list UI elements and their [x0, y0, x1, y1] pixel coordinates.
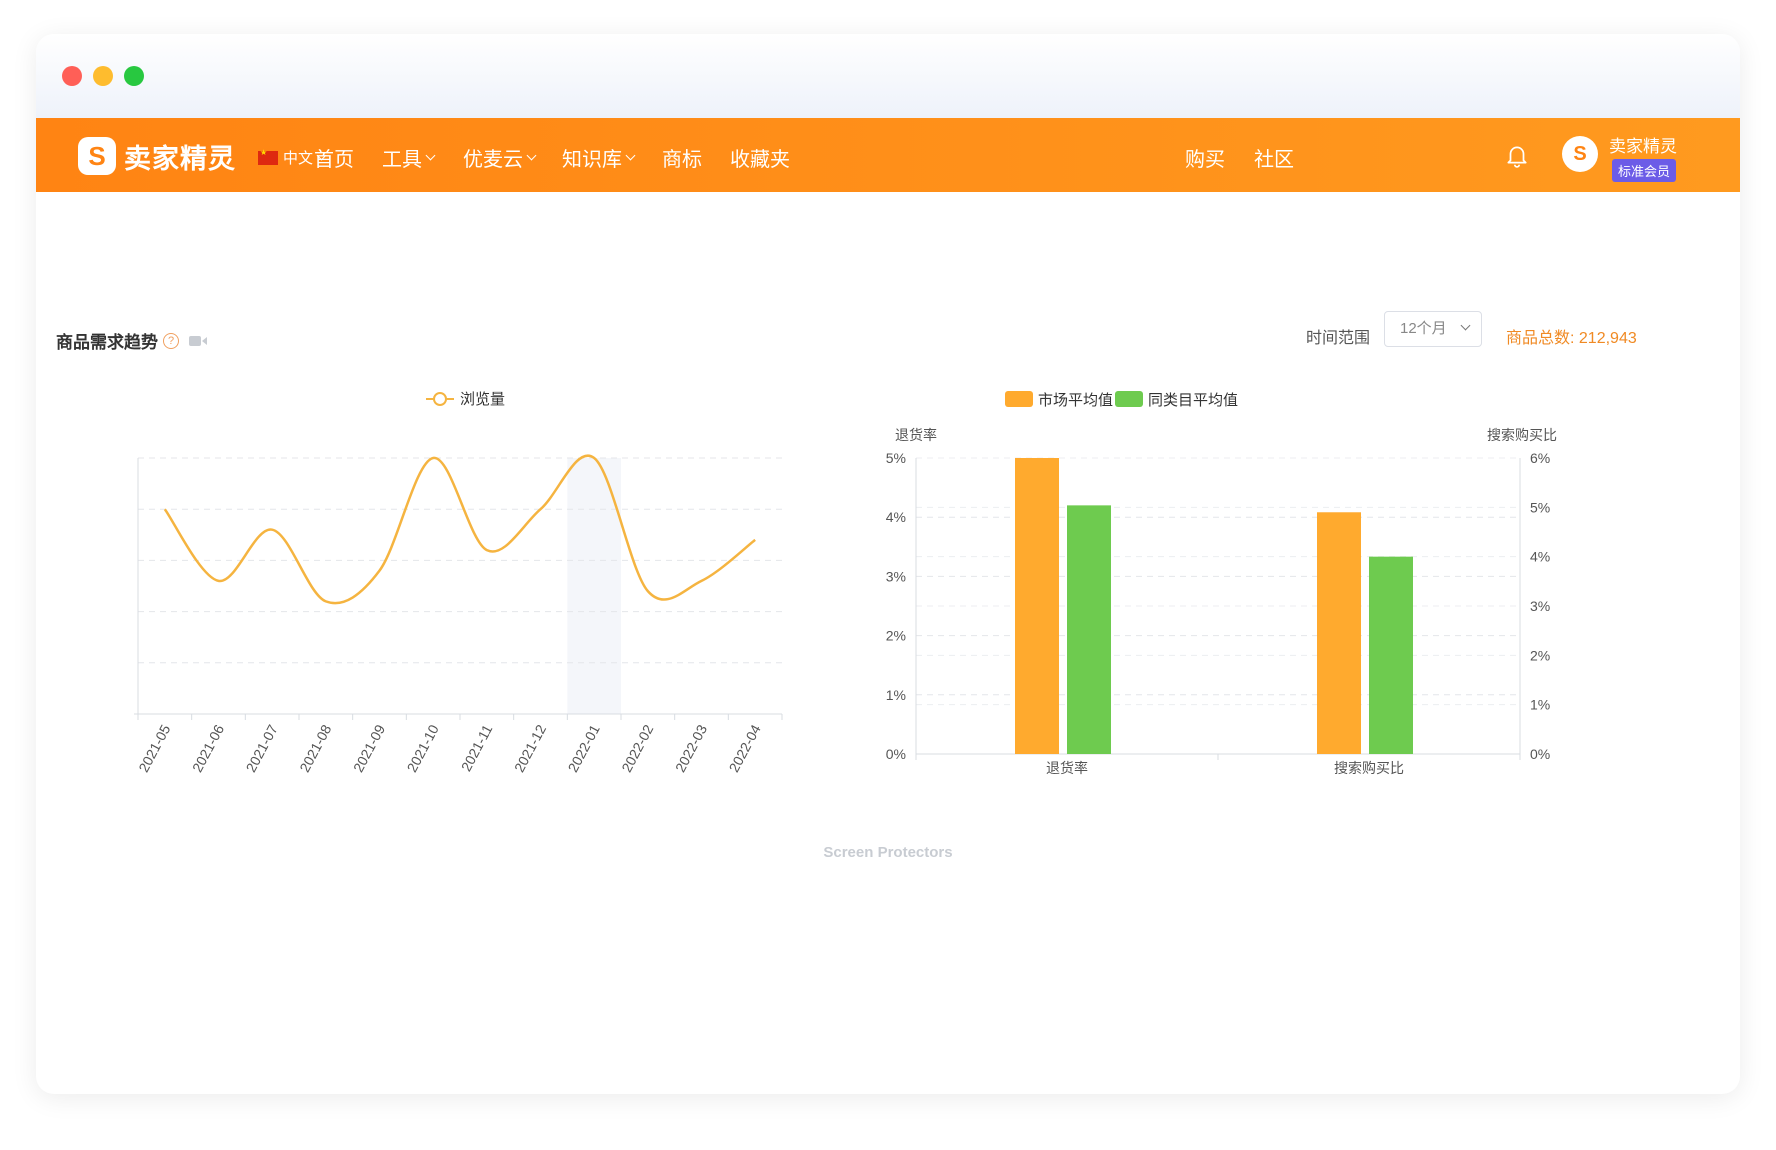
membership-badge: 标准会员	[1612, 159, 1677, 182]
highlight-band	[567, 458, 621, 714]
user-name[interactable]: 卖家精灵	[1609, 137, 1677, 156]
category-label: Screen Protectors	[823, 844, 953, 861]
brand-logo[interactable]: S 卖家精灵	[78, 136, 236, 176]
chevron-down-icon	[526, 150, 537, 161]
language-label: 中文	[283, 150, 314, 167]
user-avatar[interactable]: S	[1562, 136, 1598, 172]
nav-item-label: 社区	[1254, 149, 1294, 171]
video-icon[interactable]	[189, 335, 207, 346]
x-tick-label: 2021-11	[458, 722, 496, 774]
logo-icon: S	[78, 137, 116, 175]
nav-item-label: 首页	[314, 149, 354, 171]
browser-window: S 卖家精灵 中文 首页 工具 优麦云 知识库 商标 收藏夹	[36, 34, 1740, 1094]
nav-item-favorites[interactable]: 收藏夹	[730, 143, 790, 172]
nav-item-label: 收藏夹	[730, 149, 790, 171]
bar-category	[1067, 505, 1111, 754]
chevron-down-icon	[425, 150, 436, 161]
time-range-label: 时间范围	[1306, 330, 1371, 347]
nav-item-knowledge[interactable]: 知识库	[562, 143, 636, 172]
legend-swatch-market	[1005, 391, 1033, 407]
chevron-down-icon	[1460, 320, 1471, 331]
section-title-text: 商品需求趋势	[56, 333, 158, 352]
y-tick-label-left: 2%	[886, 628, 906, 644]
language-selector[interactable]: 中文	[258, 147, 327, 168]
x-tick-label: 搜索购买比	[1334, 760, 1404, 776]
y-tick-label-right: 6%	[1530, 450, 1550, 466]
help-icon[interactable]: ?	[163, 332, 179, 349]
trend-line-chart: 浏览量 2021-05 2021-06 2021-07 2021-08 2021-09 20…	[134, 391, 783, 775]
nav-item-label: 优麦云	[463, 149, 523, 171]
window-titlebar	[36, 34, 1740, 118]
bar-market	[1317, 512, 1361, 754]
nav-buy-link[interactable]: 购买	[1185, 143, 1225, 172]
close-window-button[interactable]	[62, 66, 82, 86]
x-tick-label: 2021-05	[135, 722, 173, 775]
product-total-value: 212,943	[1578, 330, 1637, 347]
y-tick-label-left: 0%	[886, 746, 906, 762]
legend-label: 浏览量	[460, 391, 505, 408]
x-tick-label: 2022-02	[618, 722, 656, 775]
chevron-down-icon	[625, 150, 636, 161]
y-tick-label-right: 3%	[1530, 598, 1550, 614]
nav-item-label: 知识库	[562, 149, 622, 171]
x-tick-label: 2021-08	[296, 722, 334, 775]
nav-item-youmaiyun[interactable]: 优麦云	[463, 143, 537, 172]
nav-item-tools[interactable]: 工具	[382, 143, 436, 172]
logo-text: 卖家精灵	[124, 143, 236, 174]
product-total: 商品总数: 212,943	[1506, 324, 1637, 348]
legend-swatch-category	[1115, 391, 1143, 407]
x-tick-label: 2021-07	[243, 722, 281, 775]
x-tick-label: 2022-03	[672, 722, 710, 775]
time-range-select[interactable]: 12个月	[1384, 311, 1482, 347]
product-total-label: 商品总数:	[1506, 330, 1575, 347]
x-tick-label: 退货率	[1046, 760, 1088, 776]
y-axis-title-left: 退货率	[895, 427, 937, 443]
y-tick-label-left: 3%	[886, 568, 906, 584]
y-tick-label-right: 1%	[1530, 697, 1550, 713]
x-tick-label: 2021-12	[511, 722, 549, 775]
section-title: 商品需求趋势 ?	[56, 328, 207, 353]
legend-label-category: 同类目平均值	[1148, 392, 1238, 409]
series-line-views	[163, 454, 756, 605]
x-tick-label: 2021-10	[404, 722, 442, 775]
time-range-value: 12个月	[1400, 320, 1447, 337]
bell-icon[interactable]	[1504, 142, 1530, 168]
flag-cn-icon	[258, 148, 278, 165]
x-tick-label: 2022-04	[726, 722, 764, 775]
y-tick-label-left: 5%	[886, 450, 906, 466]
nav-community-link[interactable]: 社区	[1254, 143, 1294, 172]
top-navigation-bar: S 卖家精灵 中文 首页 工具 优麦云 知识库 商标 收藏夹	[36, 118, 1740, 192]
nav-item-home[interactable]: 首页	[314, 143, 354, 172]
y-tick-label-left: 4%	[886, 509, 906, 525]
x-tick-label: 2022-01	[565, 722, 603, 775]
nav-item-trademark[interactable]: 商标	[662, 143, 702, 172]
y-tick-label-right: 0%	[1530, 746, 1550, 762]
legend-marker-swatch	[433, 392, 447, 406]
y-axis-title-right: 搜索购买比	[1487, 427, 1557, 443]
y-tick-label-right: 2%	[1530, 647, 1550, 663]
y-tick-label-left: 1%	[886, 687, 906, 703]
x-tick-label: 2021-09	[350, 722, 388, 775]
bar-market	[1015, 458, 1059, 754]
y-tick-label-right: 4%	[1530, 549, 1550, 565]
minimize-window-button[interactable]	[93, 66, 113, 86]
bar-category	[1369, 556, 1413, 754]
y-tick-label-right: 5%	[1530, 499, 1550, 515]
maximize-window-button[interactable]	[124, 66, 144, 86]
nav-item-label: 购买	[1185, 149, 1225, 171]
x-tick-label: 2021-06	[189, 722, 227, 775]
nav-item-label: 工具	[382, 149, 422, 171]
legend-label-market: 市场平均值	[1038, 392, 1113, 409]
nav-item-label: 商标	[662, 149, 702, 171]
